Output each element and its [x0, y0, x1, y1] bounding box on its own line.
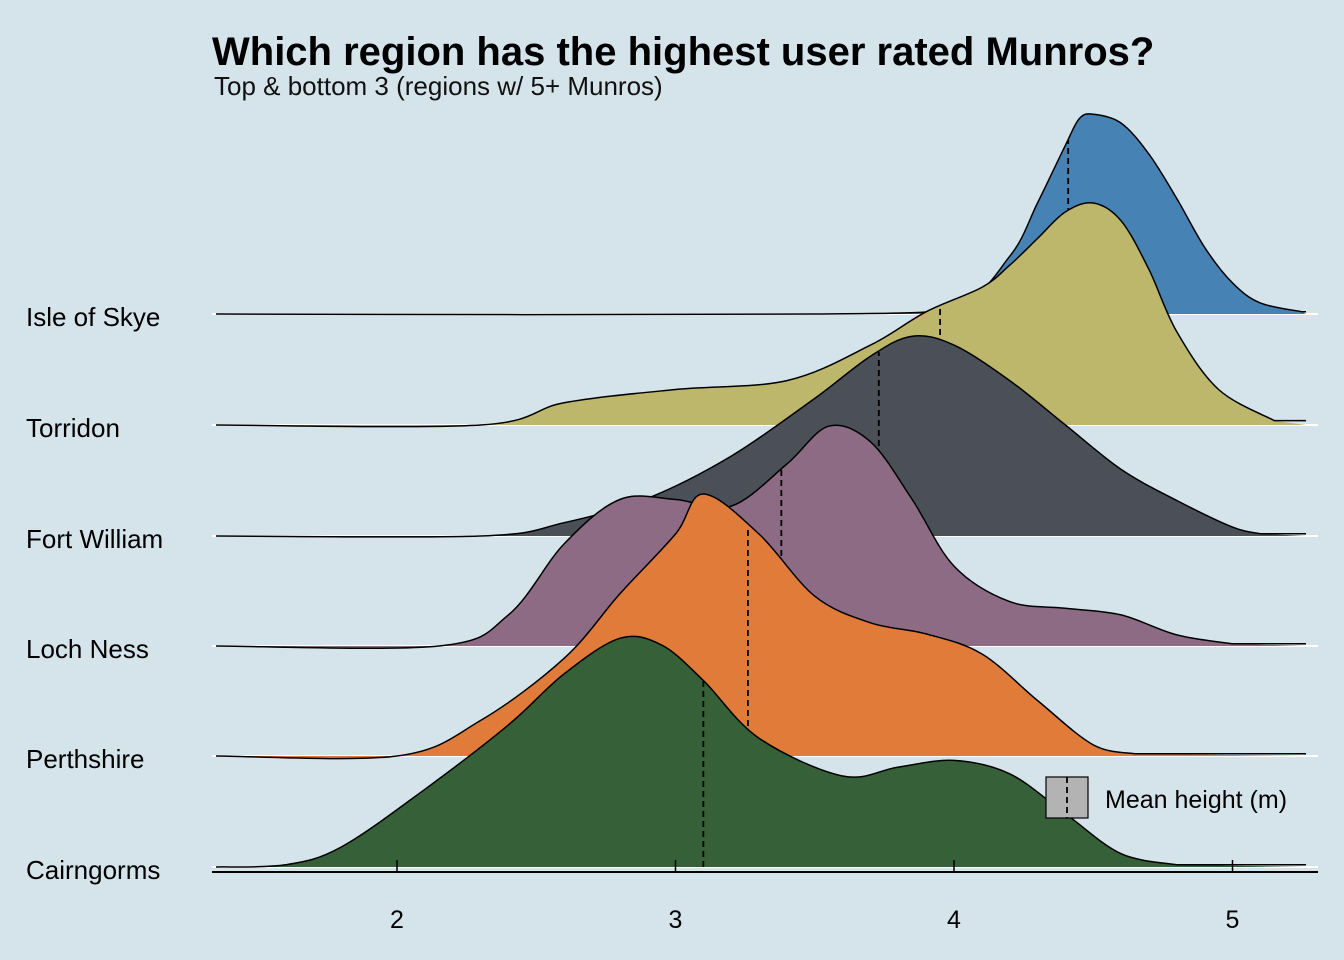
y-label-perthshire: Perthshire	[26, 744, 145, 774]
y-label-cairngorms: Cairngorms	[26, 855, 160, 885]
density-outline	[215, 113, 1306, 316]
y-axis-labels: Isle of Skye Torridon Fort William Loch Nes…	[26, 302, 163, 885]
y-label-isle-of-skye: Isle of Skye	[26, 302, 160, 332]
density-outline	[215, 201, 1306, 428]
legend-label: Mean height (m)	[1105, 786, 1287, 814]
y-label-torridon: Torridon	[26, 413, 120, 443]
x-tick-label: 2	[390, 906, 404, 934]
density-area	[216, 335, 1306, 537]
x-tick-label: 5	[1226, 906, 1240, 934]
density-area	[216, 494, 1306, 759]
density-outline	[215, 635, 1306, 868]
density-outline	[215, 493, 1306, 760]
density-area	[216, 202, 1306, 427]
x-tick-label: 3	[669, 906, 683, 934]
legend: Mean height (m)	[1045, 776, 1287, 819]
density-outline	[215, 424, 1306, 650]
chart-subtitle: Top & bottom 3 (regions w/ 5+ Munros)	[214, 71, 663, 101]
density-outline	[215, 335, 1306, 538]
y-label-fort-william: Fort William	[26, 524, 163, 554]
chart-title: Which region has the highest user rated …	[212, 30, 1155, 74]
x-axis: 2 3 4 5	[212, 860, 1318, 934]
density-area	[216, 636, 1306, 868]
ridges-group	[212, 113, 1318, 868]
y-label-loch-ness: Loch Ness	[26, 634, 149, 664]
ridge-torridon	[212, 201, 1318, 428]
x-tick-label: 4	[947, 906, 961, 934]
